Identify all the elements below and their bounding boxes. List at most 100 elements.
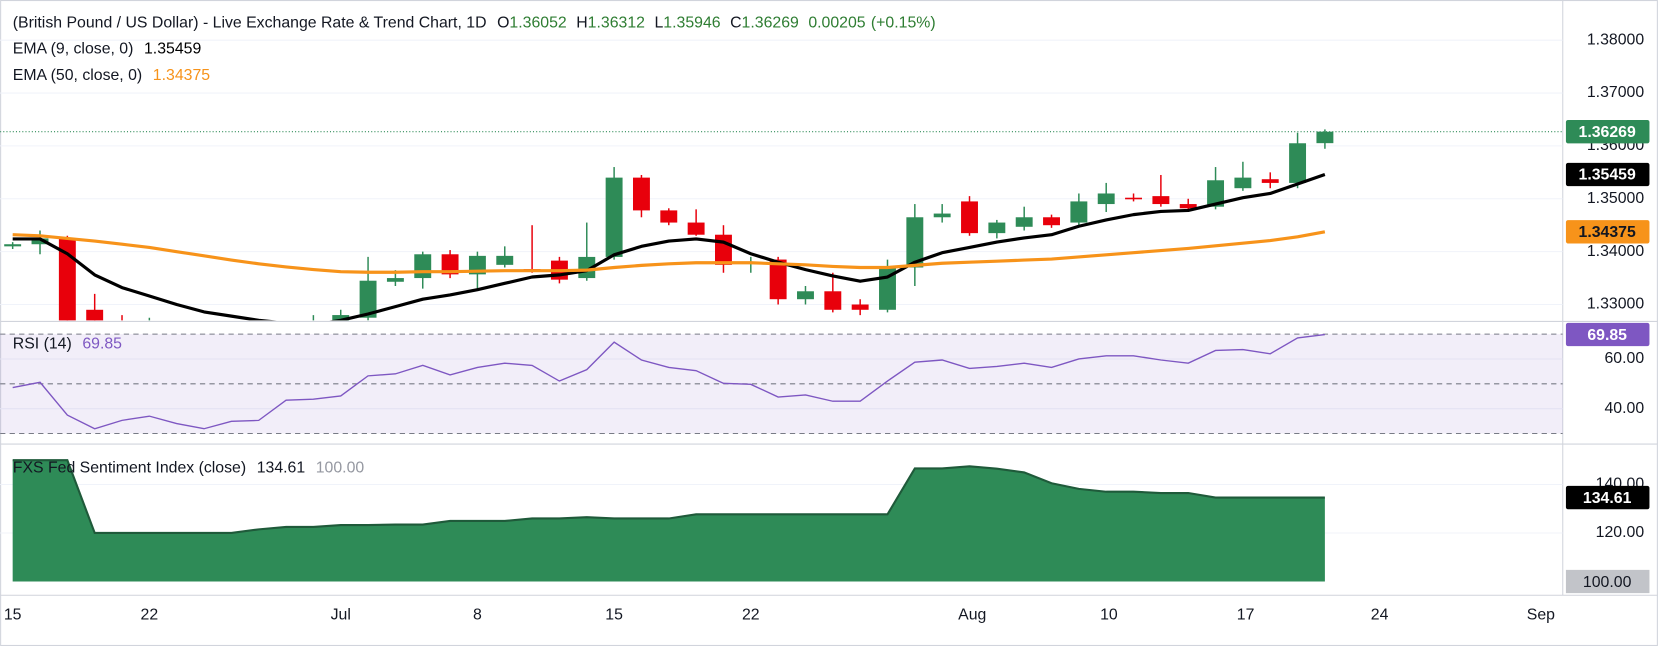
panel: [0, 459, 1563, 582]
change-pct: (+0.15%): [871, 14, 936, 31]
last-value-label: 1.34375: [1579, 224, 1636, 241]
last-price-label-box: [1565, 120, 1650, 144]
ohlc-value: 1.36312: [588, 14, 645, 31]
x-tick-label: Sep: [1527, 607, 1555, 624]
last-price-label: 1.36269: [1579, 124, 1636, 141]
y-tick-label: 40.00: [1605, 400, 1645, 417]
candle-body: [1179, 204, 1197, 209]
legend-entry: EMA (50, close, 0) 1.34375: [13, 67, 210, 84]
candle-body: [359, 280, 377, 318]
legend-value: 1.34375: [153, 67, 210, 84]
area-line: [12, 459, 1325, 535]
x-tick-label: 15: [4, 607, 22, 624]
legend-entry: EMA (9, close, 0) 1.35459: [13, 41, 202, 58]
candle-body: [86, 309, 104, 321]
x-tick-label: Jul: [331, 607, 351, 624]
candle-body: [1207, 180, 1225, 207]
candle-body: [1316, 131, 1334, 144]
candle-body: [851, 304, 869, 310]
x-tick-label: 22: [141, 607, 159, 624]
candle-body: [906, 217, 924, 268]
candle-body: [1289, 143, 1307, 183]
candle-body: [496, 255, 514, 265]
candle-body: [933, 213, 951, 218]
y-tick-label: 1.38000: [1587, 31, 1644, 48]
panel: [0, 39, 1563, 321]
candle-body: [1070, 201, 1088, 223]
candle-body: [1043, 217, 1060, 226]
legend-name: EMA (9, close, 0): [13, 41, 134, 58]
ohlc-label: O: [497, 14, 509, 31]
ohlc-label: L: [654, 14, 663, 31]
candle-body: [632, 177, 650, 211]
ema-line: [12, 172, 1326, 321]
x-tick-label: 22: [742, 607, 760, 624]
candle-body: [605, 177, 623, 257]
last-value-label-box: [1565, 162, 1650, 187]
candle-body: [660, 210, 678, 223]
candle-body: [414, 254, 432, 279]
candle-body: [824, 291, 842, 310]
x-tick-label: 15: [605, 607, 623, 624]
baseline-label: 100.00: [1583, 574, 1632, 591]
last-value-label: 134.61: [1583, 490, 1632, 507]
last-value-label: 1.35459: [1579, 167, 1636, 184]
candle-body: [1097, 193, 1115, 205]
candle-body: [988, 222, 1006, 234]
candle-body: [715, 234, 732, 265]
candle-body: [1015, 217, 1033, 227]
ema-line: [12, 230, 1326, 274]
y-tick-label: 1.37000: [1587, 84, 1644, 101]
candle-body: [961, 201, 978, 234]
legend-value: 69.85: [82, 336, 122, 353]
last-value-label-box: [1565, 322, 1650, 347]
last-value-label-box: [1565, 485, 1650, 510]
candle-body: [1152, 196, 1170, 205]
candle-body: [1261, 179, 1279, 183]
y-tick-label: 1.34000: [1587, 243, 1644, 260]
x-tick-label: 8: [473, 607, 482, 624]
ohlc-label: H: [576, 14, 587, 31]
x-tick-label: Aug: [958, 607, 986, 624]
legend-name: FXS Fed Sentiment Index (close): [13, 460, 246, 477]
y-tick-label: 1.35000: [1587, 190, 1644, 207]
rsi-line: [12, 333, 1325, 430]
chart-title: (British Pound / US Dollar) - Live Excha…: [13, 14, 487, 31]
candle-body: [332, 315, 350, 321]
baseline-box: [1565, 569, 1650, 594]
candle-body: [797, 291, 814, 300]
last-value-label-box: [1565, 220, 1650, 244]
legend-name: RSI (14): [13, 336, 72, 353]
change: 0.00205: [808, 14, 865, 31]
x-tick-label: 10: [1100, 607, 1118, 624]
legend-value: 1.35459: [144, 41, 201, 58]
candle-body: [386, 278, 404, 282]
ohlc-value: 1.35946: [663, 14, 720, 31]
y-tick-label: 60.00: [1605, 350, 1645, 367]
candle-body: [769, 259, 787, 300]
ohlc-value: 1.36052: [509, 14, 566, 31]
y-tick-label: 120.00: [1596, 524, 1645, 541]
legend-baseline: 100.00: [316, 460, 365, 477]
x-tick-label: 17: [1237, 607, 1255, 624]
candle-body: [441, 254, 459, 275]
ohlc-label: C: [730, 14, 741, 31]
candle-body: [4, 244, 22, 247]
area-fill: [12, 460, 1325, 582]
candle-body: [31, 238, 49, 245]
legend-entry: FXS Fed Sentiment Index (close) 134.61 100…: [13, 460, 365, 477]
ohlc-value: 1.36269: [742, 14, 799, 31]
x-tick-label: 24: [1371, 607, 1389, 624]
last-value-label: 69.85: [1587, 327, 1627, 344]
legend-entry: RSI (14) 69.85: [13, 336, 122, 353]
header: (British Pound / US Dollar) - Live Excha…: [13, 14, 936, 31]
candle-body: [1125, 197, 1142, 200]
panel: [0, 333, 1563, 435]
candle-body: [1234, 177, 1252, 189]
candle-body: [687, 222, 705, 235]
legend-name: EMA (50, close, 0): [13, 67, 142, 84]
legend-value: 134.61: [257, 460, 306, 477]
y-tick-label: 1.33000: [1587, 296, 1644, 313]
